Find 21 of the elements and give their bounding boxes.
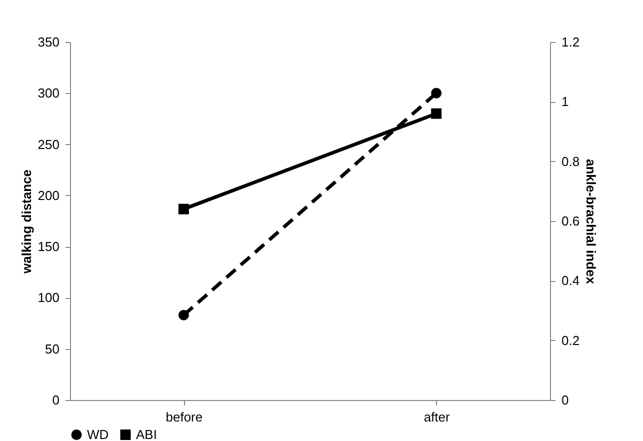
y-tick-label: 300 [38,86,60,101]
y-axis-title: walking distance [18,169,34,275]
y-tick-label: 0 [52,392,60,408]
y-tick-label: 50 [45,341,60,356]
legend-label: ABI [136,426,157,441]
y-tick-label: 100 [38,290,60,306]
y-tick-label: 350 [38,34,60,50]
y-tick-label: 250 [38,136,60,152]
legend-label: WD [87,426,109,441]
y2-tick-label: 0.6 [562,214,580,228]
y-tick-label: 150 [38,239,60,254]
y2-tick-label: 0.8 [562,154,580,169]
y2-tick-label: 1.2 [562,34,580,50]
y2-axis-title: ankle-brachial index [584,159,599,285]
y2-tick-label: 0.4 [562,273,580,288]
x-tick-label: after [424,410,450,424]
x-tick-label: before [166,410,203,424]
y-tick-label: 200 [38,188,60,203]
y2-tick-label: 0.2 [562,332,580,348]
y2-tick-label: 0 [562,392,569,408]
y2-tick-label: 1 [562,94,569,110]
